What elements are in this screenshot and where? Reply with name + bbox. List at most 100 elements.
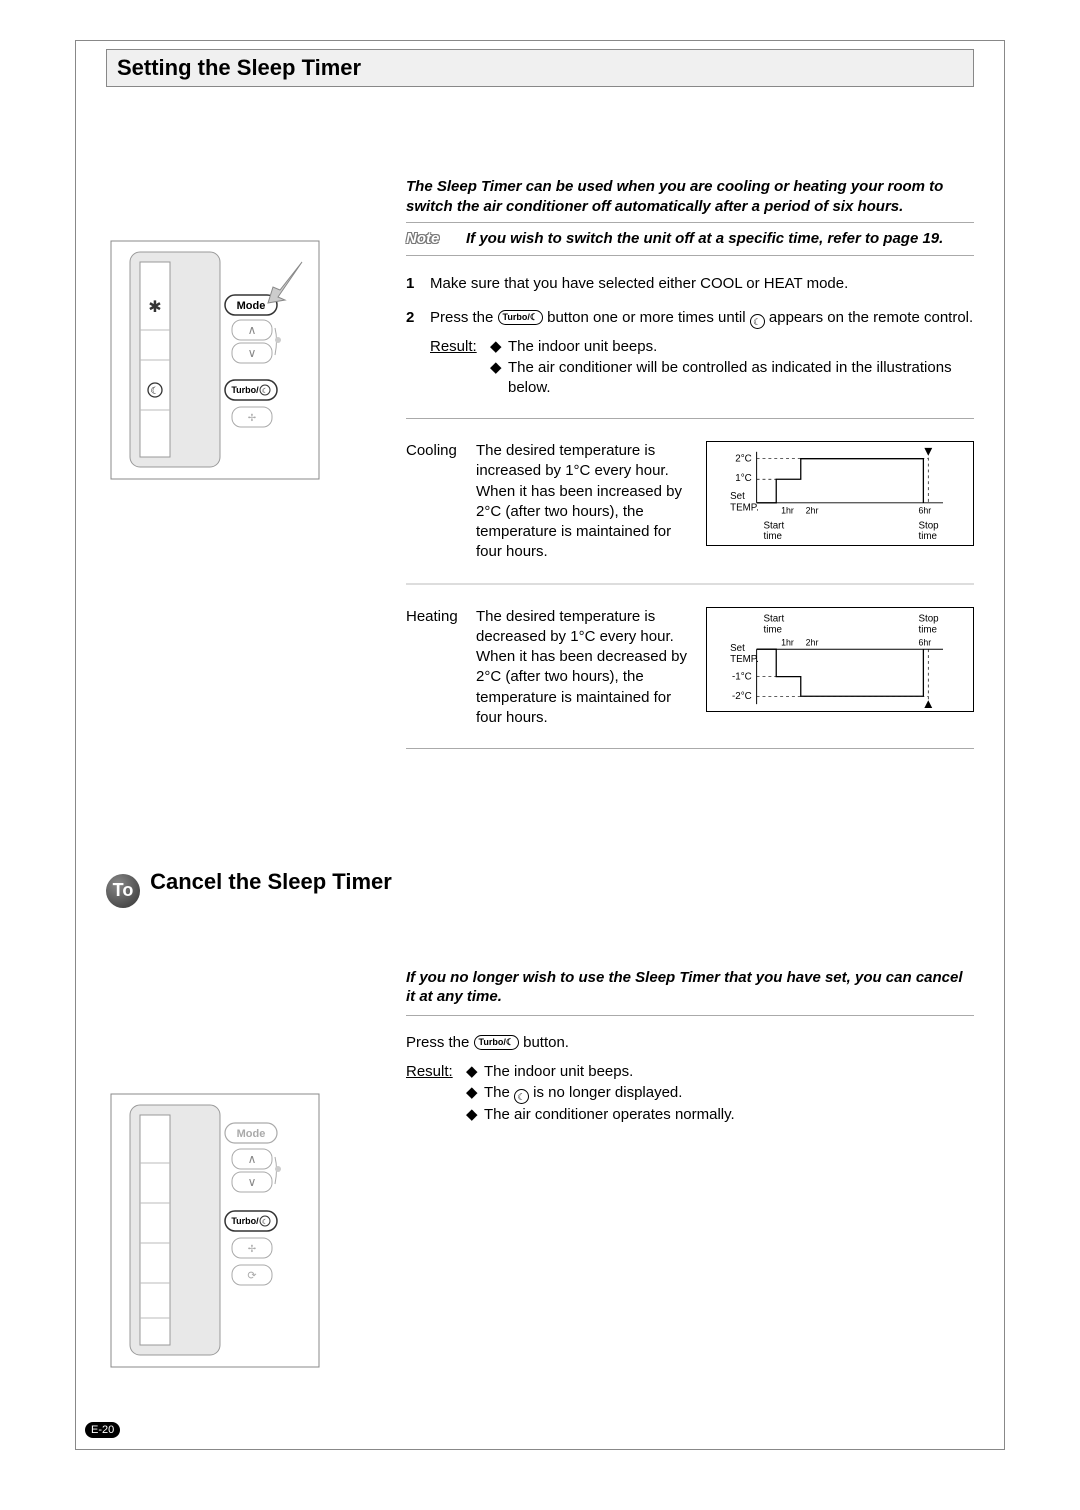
mode-desc: The desired temperature is increased by … [476,441,696,563]
svg-text:-2°C: -2°C [732,691,752,702]
svg-text:☾: ☾ [151,386,160,397]
ytick: 2°C [735,454,751,465]
heating-row: Heating The desired temperature is decre… [406,607,974,729]
step-number: 2 [406,308,430,398]
result-text: The ☾ is no longer displayed. [484,1082,682,1105]
start-label: Start [763,520,784,531]
svg-text:Set: Set [730,643,745,654]
remote-illustration-1: ✱ ☾ Mode ∧ ∨ Turbo/ ☾ ✢ [110,240,320,480]
result-row: Result: ◆ The indoor unit beeps. ◆ The ☾… [406,1061,974,1126]
svg-text:Mode: Mode [237,1128,266,1140]
bullet-diamond-icon: ◆ [466,1104,484,1125]
svg-text:time: time [763,624,782,635]
mode-desc: The desired temperature is decreased by … [476,607,696,729]
svg-text:time: time [918,624,937,635]
step2-c: appears on the remote control. [765,309,973,326]
step-text: Make sure that you have selected either … [430,274,974,294]
step-1: 1 Make sure that you have selected eithe… [406,274,974,294]
ylabel: TEMP. [730,503,759,514]
svg-text:∧: ∧ [248,323,257,337]
svg-text:Stop: Stop [918,613,939,624]
svg-text:∨: ∨ [248,346,257,360]
svg-text:Start: Start [763,613,784,624]
result-label: Result: [406,1061,466,1126]
divider [406,418,974,419]
cooling-chart: 2°C 1°C Set TEMP. [706,441,974,563]
stop-label: Stop [918,520,939,531]
cooling-row: Cooling The desired temperature is incre… [406,441,974,563]
result-label: Result: [430,337,490,398]
step-text: Press the Turbo/☾ button one or more tim… [430,308,974,398]
svg-text:∧: ∧ [248,1152,257,1166]
svg-text:∨: ∨ [248,1175,257,1189]
result-item: ◆ The air conditioner will be controlled… [490,358,974,399]
svg-text:✢: ✢ [248,1244,256,1255]
result-item: ◆ The ☾ is no longer displayed. [466,1082,974,1105]
svg-text:TEMP.: TEMP. [730,654,759,665]
svg-text:✢: ✢ [248,413,256,424]
xtick: 2hr [806,506,819,516]
mode-label: Cooling [406,441,476,563]
bullet-diamond-icon: ◆ [490,337,508,357]
bullet-diamond-icon: ◆ [466,1082,484,1105]
cancel-intro: If you no longer wish to use the Sleep T… [406,968,974,1016]
result-list: ◆ The indoor unit beeps. ◆ The air condi… [490,337,974,398]
chart-box: 2°C 1°C Set TEMP. [706,441,974,546]
result-text: The indoor unit beeps. [484,1061,633,1082]
svg-text:Turbo/: Turbo/ [231,1216,259,1226]
result-item: ◆ The air conditioner operates normally. [466,1104,974,1125]
turbo-button-icon: Turbo/☾ [498,310,543,325]
moon-icon: ☾ [750,314,765,329]
svg-text:☾: ☾ [262,1218,268,1226]
svg-text:Mode: Mode [237,300,266,312]
step-2: 2 Press the Turbo/☾ button one or more t… [406,308,974,398]
result-text: The air conditioner operates normally. [484,1104,735,1125]
result-row: Result: ◆ The indoor unit beeps. ◆ The a… [430,337,974,398]
step2-a: Press the [430,309,498,326]
result-item: ◆ The indoor unit beeps. [490,337,974,357]
svg-text:1hr: 1hr [781,637,794,647]
svg-text:Turbo/: Turbo/ [231,385,259,395]
cancel-title-row: To Cancel the Sleep Timer [106,869,974,908]
svg-text:time: time [918,531,937,542]
moon-icon: ☾ [514,1089,529,1104]
press-b: button. [519,1034,569,1051]
bullet-diamond-icon: ◆ [466,1061,484,1082]
result-item: ◆ The indoor unit beeps. [466,1061,974,1082]
to-badge-icon: To [106,874,140,908]
result-text: The air conditioner will be controlled a… [508,358,974,399]
main-content: The Sleep Timer can be used when you are… [406,177,974,1125]
remote-illustration-2: Mode ∧ ∨ Turbo/ ☾ ✢ ⟳ [110,1093,320,1368]
svg-text:-1°C: -1°C [732,671,752,682]
cancel-section: To Cancel the Sleep Timer If you no long… [406,869,974,1125]
xtick: 6hr [918,506,931,516]
divider [406,583,974,585]
result-list: ◆ The indoor unit beeps. ◆ The ☾ is no l… [466,1061,974,1126]
section-title: Setting the Sleep Timer [117,55,361,80]
note-label: Note [406,229,466,249]
bullet-diamond-icon: ◆ [490,358,508,399]
note-row: Note If you wish to switch the unit off … [406,229,974,256]
result-text: The indoor unit beeps. [508,337,657,357]
page-number: E-20 [85,1422,120,1438]
step2-b: button one or more times until [543,309,750,326]
intro-text: The Sleep Timer can be used when you are… [406,177,974,223]
svg-text:2hr: 2hr [806,637,819,647]
turbo-button-icon: Turbo/☾ [474,1035,519,1050]
svg-text:☾: ☾ [262,387,268,395]
xtick: 1hr [781,506,794,516]
svg-text:✱: ✱ [148,299,161,316]
cancel-title: Cancel the Sleep Timer [150,869,392,894]
step-number: 1 [406,274,430,294]
divider [406,748,974,749]
chart-box: Start time Stop time 1hr 2hr 6hr Set TEM… [706,607,974,712]
note-text: If you wish to switch the unit off at a … [466,229,943,249]
ylabel: Set [730,491,745,502]
svg-text:time: time [763,531,782,542]
ytick: 1°C [735,473,751,484]
section-title-bar: Setting the Sleep Timer [106,49,974,87]
mode-label: Heating [406,607,476,729]
svg-text:6hr: 6hr [918,637,931,647]
cancel-body: Press the Turbo/☾ button. Result: ◆ The … [406,1032,974,1126]
press-a: Press the [406,1034,474,1051]
